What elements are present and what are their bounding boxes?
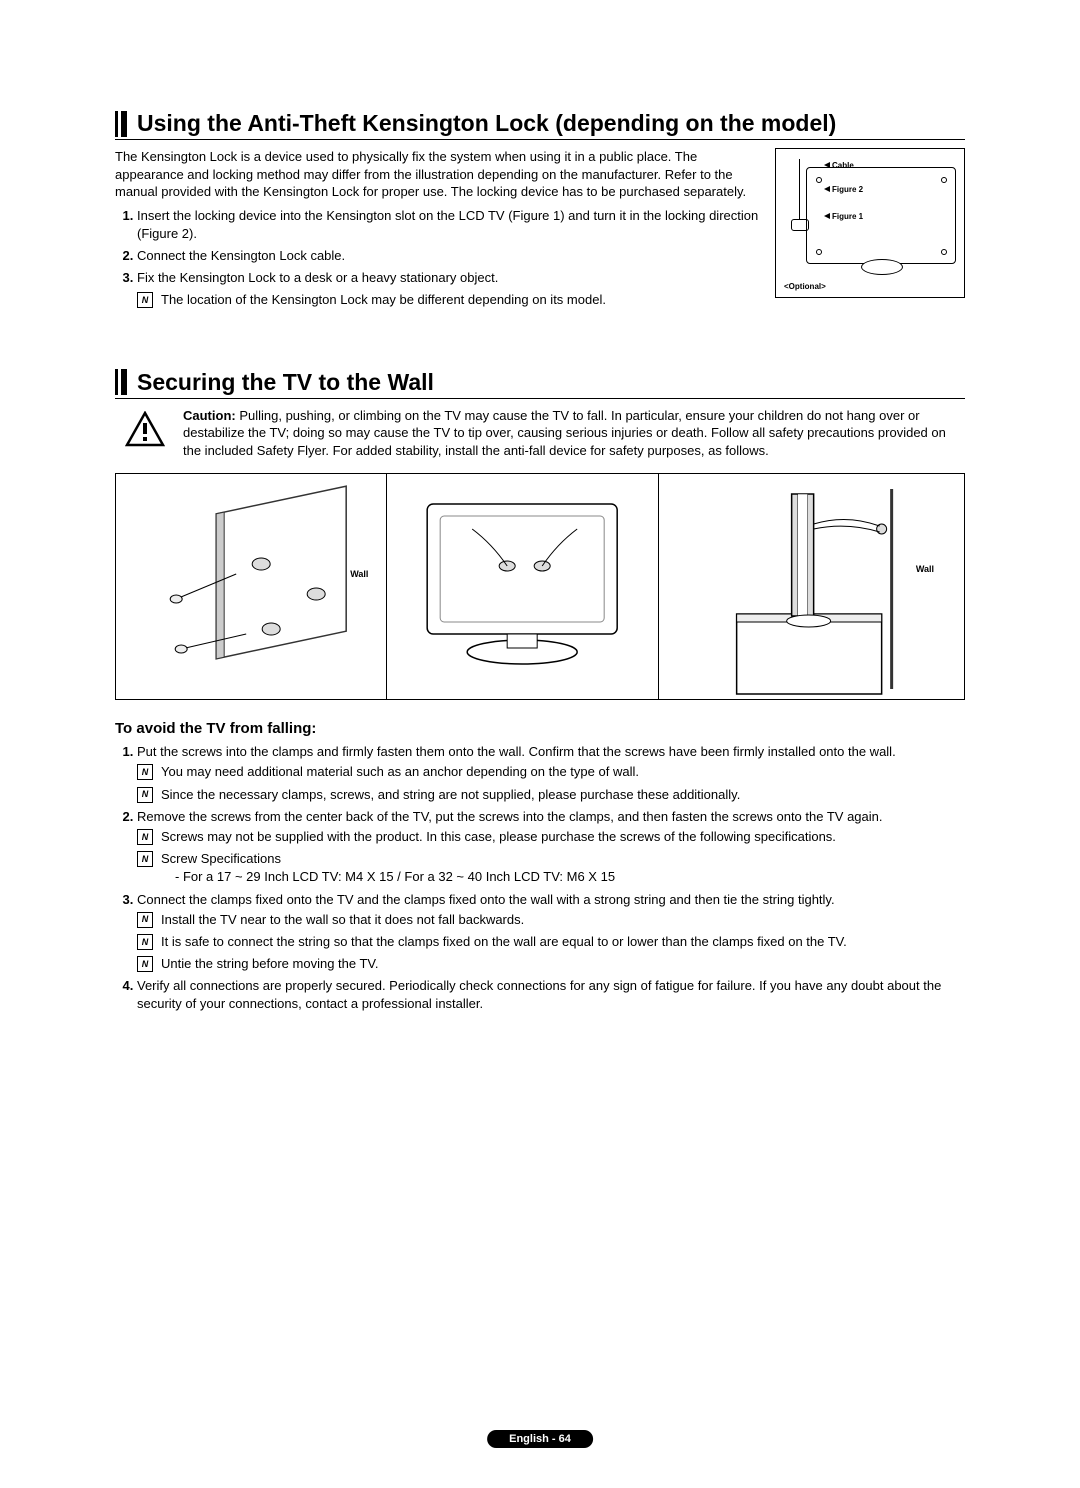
note-icon: N [137,764,153,780]
tv-side-illustration [659,474,964,699]
step-2: Connect the Kensington Lock cable. [137,247,760,265]
caution-body: Pulling, pushing, or climbing on the TV … [183,408,946,458]
wall-s3-note3: Untie the string before moving the TV. [161,955,379,973]
wall-s3-note1: Install the TV near to the wall so that … [161,911,524,929]
subheading: To avoid the TV from falling: [115,720,965,737]
wall-diagram-box: Wall [115,473,965,700]
label-cable: Cable [832,161,854,170]
kensington-note: The location of the Kensington Lock may … [161,291,606,309]
wall-s2-note2: Screw Specifications [161,851,281,866]
wall-step-4: Verify all connections are properly secu… [137,978,941,1011]
note-icon: N [137,934,153,950]
kensington-steps: Insert the locking device into the Kensi… [115,207,760,288]
kensington-section: Using the Anti-Theft Kensington Lock (de… [115,110,965,314]
kensington-diagram: Cable Figure 2 Figure 1 <Optional> [775,148,965,298]
note-icon: N [137,829,153,845]
heading-bars-icon [115,111,127,137]
section-title: Using the Anti-Theft Kensington Lock (de… [137,110,836,137]
caution-label: Caution: [183,408,236,423]
page-number: English - 64 [487,1430,593,1448]
wall-s3-note2: It is safe to connect the string so that… [161,933,847,951]
note-icon: N [137,851,153,867]
note-icon: N [137,292,153,308]
note-icon: N [137,912,153,928]
intro-paragraph: The Kensington Lock is a device used to … [115,148,760,201]
screw-spec: - For a 17 ~ 29 Inch LCD TV: M4 X 15 / F… [161,868,615,886]
wall-panel-illustration [116,474,386,699]
section-title: Securing the TV to the Wall [137,369,434,396]
wall-step-1: Put the screws into the clamps and firml… [137,744,896,759]
note-icon: N [137,956,153,972]
wall-label: Wall [350,569,368,579]
label-fig1: Figure 1 [832,212,863,221]
heading-bars-icon [115,369,127,395]
wall-label: Wall [916,564,934,574]
label-fig2: Figure 2 [832,185,863,194]
note-icon: N [137,787,153,803]
wall-s1-note1: You may need additional material such as… [161,763,639,781]
step-1: Insert the locking device into the Kensi… [137,207,760,243]
step-3: Fix the Kensington Lock to a desk or a h… [137,269,760,287]
section-heading: Securing the TV to the Wall [115,369,965,399]
caution-text: Caution: Pulling, pushing, or climbing o… [183,407,955,460]
section-heading: Using the Anti-Theft Kensington Lock (de… [115,110,965,140]
wall-section: Securing the TV to the Wall Caution: Pul… [115,369,965,1014]
wall-step-2: Remove the screws from the center back o… [137,809,883,824]
label-optional: <Optional> [784,282,826,291]
tv-back-illustration [387,474,657,699]
wall-step-3: Connect the clamps fixed onto the TV and… [137,892,835,907]
caution-box: Caution: Pulling, pushing, or climbing o… [115,407,965,460]
warning-icon [125,411,165,447]
wall-steps: Put the screws into the clamps and firml… [115,743,965,1013]
wall-s2-note1: Screws may not be supplied with the prod… [161,828,836,846]
wall-s1-note2: Since the necessary clamps, screws, and … [161,786,740,804]
page-footer: English - 64 [487,1429,593,1448]
